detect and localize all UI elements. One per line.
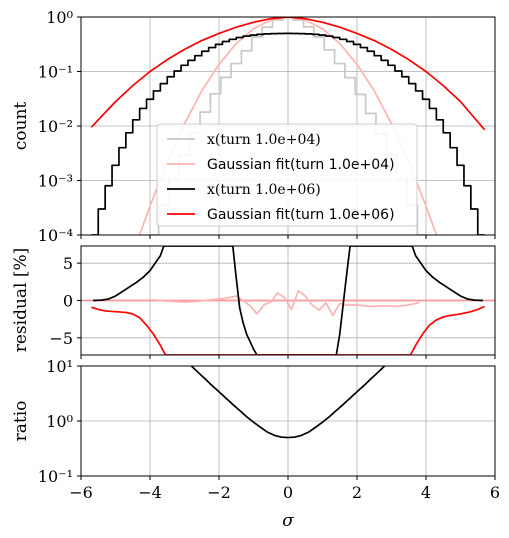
x-tick-label: −2	[207, 483, 231, 502]
legend: x(turn 1.0e+04) Gaussian fit(turn 1.0e+04…	[156, 123, 418, 227]
count-panel: 10⁻⁴ 10⁻³ 10⁻² 10⁻¹ 10⁰ count x(turn 1.0e+04) G…	[11, 8, 496, 245]
legend-label: Gaussian fit(turn 1.0e+04)	[207, 157, 395, 173]
top-series-2	[91, 32, 485, 235]
x-tick-label: −6	[69, 483, 93, 502]
legend-label: x(turn 1.0e+04)	[207, 132, 321, 148]
y-tick-label: 5	[63, 254, 73, 273]
middle-ylabel: residual [%]	[11, 248, 31, 353]
y-tick-label: 10¹	[46, 357, 73, 376]
x-axis-label: σ	[282, 511, 294, 531]
y-tick-label: 10⁻¹	[38, 467, 73, 486]
y-tick-label: 10⁻⁴	[38, 226, 73, 245]
x-tick-label: 2	[352, 483, 362, 502]
x-tick-label: 4	[421, 483, 431, 502]
y-tick-label: 0	[63, 292, 73, 311]
y-tick-label: 10⁻³	[38, 172, 73, 191]
bottom-series-0	[190, 366, 386, 439]
top-series-3	[90, 17, 486, 131]
x-tick-label: 0	[283, 483, 293, 502]
bottom-grid	[80, 365, 496, 477]
bottom-ylabel: ratio	[11, 401, 31, 442]
middle-series-3	[91, 305, 485, 355]
legend-box	[156, 123, 418, 227]
bottom-series	[190, 366, 386, 439]
top-ylabel: count	[11, 102, 31, 151]
legend-label: Gaussian fit(turn 1.0e+06)	[207, 207, 395, 223]
y-tick-label: 10⁰	[46, 412, 73, 431]
x-tick-label: 6	[490, 483, 500, 502]
y-tick-label: 10⁰	[46, 8, 73, 27]
x-tick-label: −4	[138, 483, 162, 502]
y-tick-label: −5	[49, 329, 73, 348]
y-tick-label: 10⁻¹	[38, 63, 73, 82]
y-tick-label: 10⁻²	[38, 117, 73, 136]
residual-panel: −5 0 5 residual [%]	[11, 245, 496, 359]
middle-series	[81, 246, 495, 355]
ratio-panel: −6 −4 −2 0 2 4 6 10⁻¹ 10⁰ 10¹ ratio σ	[11, 357, 500, 531]
middle-series-1	[156, 289, 420, 317]
middle-series-2	[93, 246, 483, 355]
legend-label: x(turn 1.0e+06)	[207, 182, 321, 198]
